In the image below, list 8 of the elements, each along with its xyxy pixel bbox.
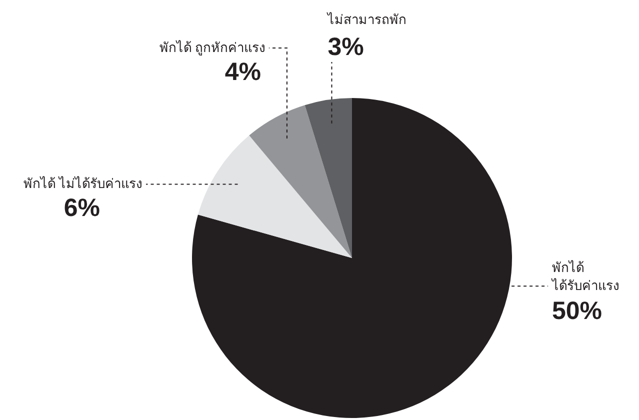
data-label: 50% <box>552 297 602 326</box>
data-label: 4% <box>224 58 261 86</box>
data-label: 3% <box>328 33 364 61</box>
slice-label: พักได้ ถูกหักค่าแรง <box>159 40 265 56</box>
slice-label: ไม่สามารถพัก <box>326 12 407 27</box>
slice-label: พักได้ ไม่ได้รับค่าแรง <box>23 176 142 192</box>
slice-label: พักได้ ได้รับค่าแรง <box>551 260 619 294</box>
data-label: 6% <box>64 194 100 222</box>
